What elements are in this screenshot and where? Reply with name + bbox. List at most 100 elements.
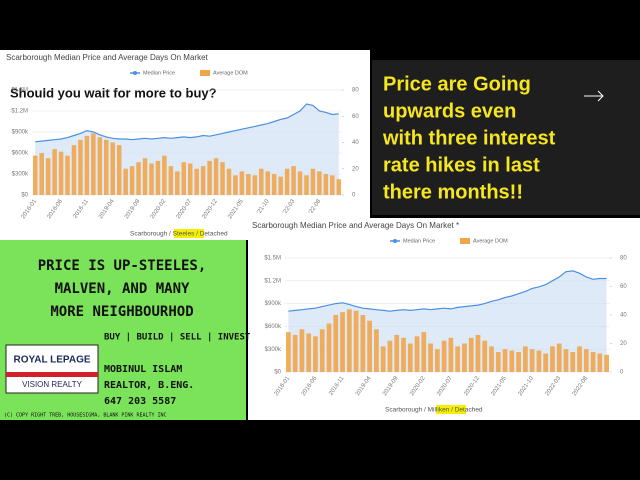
bar [502,349,508,372]
bar [401,337,406,372]
bar [306,333,312,372]
y2-tick-label: 80 [352,88,359,94]
services: BUY | BUILD | SELL | INVEST [104,333,251,343]
bar [380,346,386,372]
y2-tick-label: 20 [352,166,359,172]
banner-line: with three interest [382,127,556,149]
bar [448,337,454,372]
bar [58,151,64,195]
bar [226,168,232,195]
bar [597,353,603,372]
banner-line: Price are Going [383,73,531,95]
bar [421,332,427,372]
y2-tick-label: 60 [620,284,627,290]
agent-phone: 647 203 5587 [104,396,176,407]
agent-title: REALTOR, B.ENG. [104,380,194,391]
bar [333,315,339,372]
bar [71,145,77,195]
bar [292,334,298,372]
bar [319,329,325,372]
bar [104,139,109,195]
bar [394,334,400,372]
bar [181,162,187,195]
chart-title: Scarborough Median Price and Average Day… [252,221,459,230]
bar [149,163,154,195]
bar [455,346,461,372]
bar [123,168,128,195]
bar [414,336,420,372]
headline: MALVEN, AND MANY [55,281,190,297]
bar [529,349,535,372]
y-tick-label: $1.2M [264,278,281,284]
bar [482,340,488,372]
bar [246,174,251,195]
y2-tick-label: 80 [620,256,627,262]
bar [136,162,141,195]
bar [116,145,122,195]
chart-footer: Scarborough / Milliken / Detached [385,407,483,414]
y-tick-label: $900k [265,301,282,307]
banner-panel [372,60,640,215]
bar [556,343,562,372]
legend-label: Median Price [403,238,435,244]
bar [168,166,174,195]
overlay-text: Should you wait for more to buy? [10,85,217,100]
bar [252,175,258,195]
bar [142,158,148,195]
arrow [584,90,604,102]
bar [52,149,57,195]
bar [32,155,38,195]
bar [468,337,474,372]
banner-line: there months!! [383,181,523,203]
bar [84,135,90,195]
bar [129,166,135,195]
y-tick-label: $0 [21,193,28,199]
bar [278,176,283,195]
headline: PRICE IS UP-STEELES, [38,258,207,274]
bar [330,175,335,195]
agent-name: MOBINUL ISLAM [104,364,182,375]
bar [489,346,494,372]
logo-bar [6,372,98,377]
copyright: (C) COPY RIGHT TREB, HOUSESIGMA, BLANK P… [4,413,167,419]
banner-line: upwards even [383,100,516,122]
bar [200,166,206,195]
y-tick-label: $900k [12,130,29,136]
legend-swatch [200,70,210,76]
bar [563,349,569,372]
bar [310,168,316,195]
bar [346,309,352,372]
y-tick-label: $600k [12,151,29,157]
banner-line: rate hikes in last [383,154,540,176]
bar [65,155,70,195]
bar [590,352,596,372]
bar [323,174,329,195]
line [288,270,607,312]
bar [213,158,219,195]
bar [313,336,318,372]
bar [162,155,167,195]
y2-tick-label: 40 [620,313,627,319]
legend-swatch [133,71,137,75]
bar [265,171,270,195]
bar [299,329,305,372]
bar [536,350,542,372]
headline: MORE NEIGHBOURHOD [50,304,193,320]
bar [207,160,212,195]
legend-label: Median Price [143,70,175,76]
bar [522,346,528,372]
charts: Scarborough Median Price and Average Day… [6,53,627,414]
bar [304,175,309,195]
bar [360,315,366,372]
bar [570,352,576,372]
bar [220,162,225,195]
highlight [174,229,204,238]
chart-title: Scarborough Median Price and Average Day… [6,53,209,62]
logo-brand: ROYAL LEPAGE [13,355,90,366]
y2-tick-label: 40 [352,140,359,146]
bar [284,168,290,195]
bar [387,340,393,372]
banner: Price are Going upwards even with three … [382,73,556,203]
bar [175,171,180,195]
